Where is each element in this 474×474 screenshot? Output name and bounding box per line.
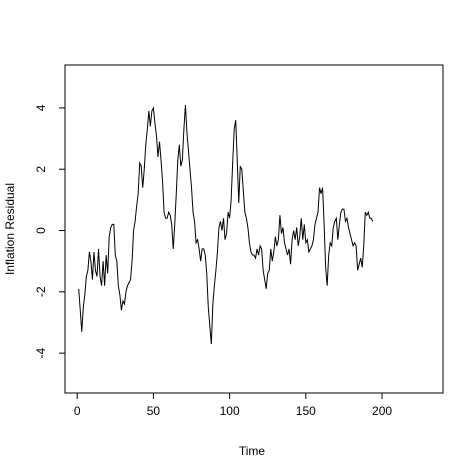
x-axis-label: Time	[239, 444, 266, 458]
y-tick-label: -2	[34, 286, 48, 297]
x-tick-label: 100	[220, 404, 240, 418]
inflation-residual-line	[78, 104, 374, 344]
y-tick-label: 0	[34, 227, 48, 234]
x-tick-label: 150	[296, 404, 316, 418]
plot-frame	[64, 64, 444, 394]
y-axis-label: Inflation Residual	[3, 183, 17, 275]
x-tick-label: 0	[74, 404, 81, 418]
y-tick-label: -4	[34, 347, 48, 358]
x-tick-label: 200	[372, 404, 392, 418]
y-tick-label: 2	[34, 166, 48, 173]
x-tick-label: 50	[147, 404, 161, 418]
y-tick-label: 4	[34, 104, 48, 111]
x-axis: 0 50 100 150 200	[74, 392, 392, 418]
y-axis: -4 -2 0 2 4	[34, 104, 66, 358]
